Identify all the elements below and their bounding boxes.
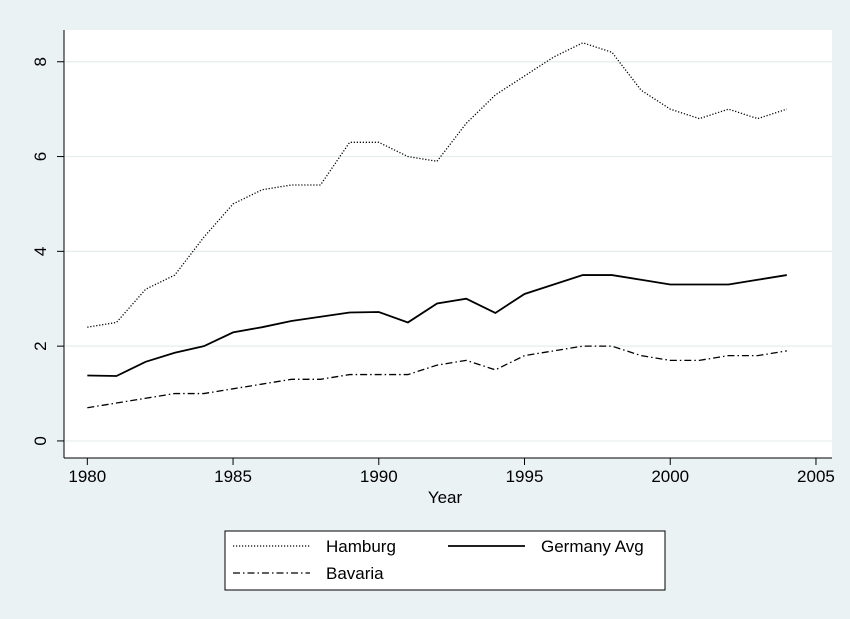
y-tick-label: 0: [31, 436, 50, 445]
line-series: [87, 345, 787, 409]
x-tick-label: 2000: [651, 467, 689, 486]
x-tick-label: 1990: [360, 467, 398, 486]
legend-label: Germany Avg: [541, 537, 644, 556]
plot-area: [64, 30, 832, 458]
legend-label: Bavaria: [326, 564, 384, 583]
y-tick-label: 8: [31, 57, 50, 66]
y-tick-label: 2: [31, 341, 50, 350]
legend-label: Hamburg: [326, 537, 396, 556]
line-series: [87, 274, 787, 377]
y-tick-label: 6: [31, 152, 50, 161]
x-tick-label: 1985: [214, 467, 252, 486]
x-tick-label: 1995: [506, 467, 544, 486]
y-tick-label: 4: [31, 247, 50, 256]
legend: [224, 530, 666, 591]
x-axis-title: Year: [428, 488, 463, 507]
x-tick-label: 1980: [68, 467, 106, 486]
x-tick-label: 2005: [797, 467, 835, 486]
line-series: [87, 42, 788, 328]
